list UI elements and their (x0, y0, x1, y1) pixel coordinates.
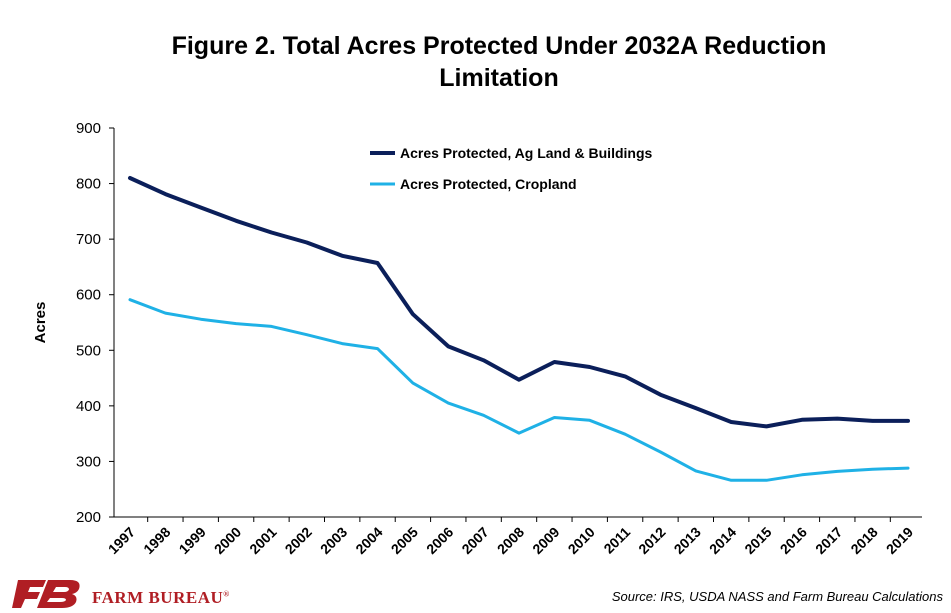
series-1-point-2011 (623, 375, 627, 378)
farm-bureau-logo-text: FARM BUREAU® (92, 588, 230, 608)
y-tick-label-400: 400 (76, 398, 101, 415)
x-tick-label-2015: 2015 (741, 524, 774, 557)
series-2-point-1999 (199, 317, 202, 321)
series-1-point-1999 (199, 206, 202, 209)
x-tick-label-1999: 1999 (176, 524, 209, 557)
series-1-point-2003 (340, 254, 344, 258)
x-tick-label-2000: 2000 (211, 524, 244, 557)
x-tick-label-2005: 2005 (388, 524, 421, 557)
series-2-point-2002 (305, 333, 309, 336)
series-1-point-2008 (517, 378, 521, 381)
logo-registered-mark: ® (223, 589, 230, 599)
series-1-point-2015 (765, 425, 768, 428)
y-tick-label-700: 700 (76, 231, 101, 248)
series-1-point-2012 (659, 393, 662, 396)
x-tick-label-2011: 2011 (600, 524, 633, 557)
x-tick-label-2018: 2018 (847, 524, 880, 557)
series-2-point-2003 (340, 342, 344, 345)
series-2-point-1998 (164, 311, 167, 315)
series-1-point-2017 (836, 417, 839, 420)
series-2-point-2019 (906, 466, 910, 470)
chart-title: Figure 2. Total Acres Protected Under 20… (0, 30, 951, 94)
y-tick-label-800: 800 (76, 176, 101, 193)
series-2-point-2011 (623, 432, 627, 436)
series-1-point-2006 (447, 345, 450, 348)
series-2-point-2007 (482, 414, 485, 417)
x-tick-label-2016: 2016 (777, 524, 810, 557)
series-1-point-1998 (164, 192, 167, 196)
series-1-point-2009 (553, 360, 556, 364)
series-2-point-2013 (694, 469, 698, 473)
x-tick-label-2010: 2010 (565, 524, 598, 557)
series-1-point-2005 (411, 312, 415, 316)
series-2-point-2016 (800, 473, 804, 476)
series-1-point-2000 (234, 219, 238, 223)
series-2-point-2010 (588, 419, 591, 422)
series-2-point-2005 (411, 381, 415, 385)
x-tick-label-2013: 2013 (671, 524, 704, 557)
logo-text-label: FARM BUREAU (92, 588, 224, 607)
x-tick-label-2012: 2012 (635, 524, 668, 557)
series-1-point-2019 (906, 419, 910, 423)
x-tick-label-2007: 2007 (458, 524, 491, 557)
x-tick-label-2019: 2019 (883, 524, 916, 557)
series-2-point-2015 (765, 479, 768, 482)
series-2-point-2018 (871, 468, 874, 471)
x-tick-label-1997: 1997 (105, 524, 138, 557)
series-1-point-2014 (729, 420, 733, 424)
series-1-point-2002 (305, 241, 309, 244)
series-2-point-2001 (270, 325, 273, 328)
series-1-point-1997 (128, 176, 132, 180)
series-2-point-2006 (447, 401, 450, 405)
series-1-point-2018 (871, 419, 874, 423)
series-line-2 (128, 298, 910, 482)
series-2-point-2004 (376, 347, 379, 350)
series-2-point-2000 (234, 322, 238, 325)
series-1-point-2016 (800, 418, 804, 421)
farm-bureau-logo-icon (12, 580, 80, 608)
series-1-point-2001 (270, 231, 273, 234)
chart-title-line-1: Figure 2. Total Acres Protected Under 20… (171, 32, 827, 60)
chart-title-line-2: Limitation (439, 64, 559, 92)
series-1-point-2004 (376, 261, 379, 265)
y-tick-label-600: 600 (76, 287, 101, 304)
series-1-point-2013 (694, 406, 698, 410)
source-note: Source: IRS, USDA NASS and Farm Bureau C… (611, 589, 943, 604)
x-tick-label-2006: 2006 (423, 524, 456, 557)
x-tick-label-2008: 2008 (494, 524, 527, 557)
series-2-point-2008 (517, 431, 521, 435)
series-2-point-2009 (553, 416, 556, 419)
series-2-point-1997 (128, 298, 132, 301)
x-tick-label-2014: 2014 (706, 524, 739, 557)
x-tick-label-2001: 2001 (246, 524, 279, 557)
x-tick-label-2003: 2003 (317, 524, 350, 557)
y-tick-label-200: 200 (76, 509, 101, 526)
series-line-1 (128, 176, 910, 429)
legend-label-2: Acres Protected, Cropland (400, 176, 577, 192)
x-tick-label-2004: 2004 (352, 524, 385, 557)
y-tick-label-900: 900 (76, 120, 101, 137)
x-tick-label-2009: 2009 (529, 524, 562, 557)
series-2-point-2014 (729, 479, 733, 482)
legend-label-1: Acres Protected, Ag Land & Buildings (400, 145, 653, 161)
x-tick-label-2017: 2017 (812, 524, 845, 557)
series-1-point-2010 (588, 365, 591, 369)
y-axis-label: Acres (32, 302, 49, 344)
y-tick-label-500: 500 (76, 342, 101, 359)
series-1-point-2007 (482, 359, 485, 362)
series-2-point-2012 (659, 450, 662, 454)
x-tick-label-1998: 1998 (140, 524, 173, 557)
x-tick-label-2002: 2002 (282, 524, 315, 557)
series-2-point-2017 (836, 470, 839, 473)
y-tick-label-300: 300 (76, 453, 101, 470)
